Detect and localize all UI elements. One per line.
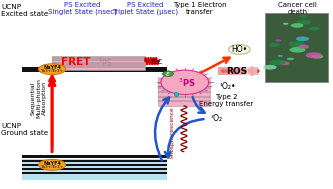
Ellipse shape [161, 70, 208, 94]
Text: NaYF4: NaYF4 [43, 65, 61, 70]
Ellipse shape [270, 60, 285, 65]
FancyBboxPatch shape [229, 67, 234, 75]
FancyBboxPatch shape [22, 67, 166, 72]
Text: ISC: ISC [152, 59, 163, 65]
Ellipse shape [306, 52, 322, 58]
Text: UCNP
Ground state: UCNP Ground state [1, 123, 49, 136]
FancyBboxPatch shape [238, 67, 243, 75]
FancyBboxPatch shape [252, 67, 257, 75]
FancyBboxPatch shape [233, 67, 238, 75]
Text: Yb3+/Er3+: Yb3+/Er3+ [41, 165, 64, 169]
Text: Type 1 Electron
transfer: Type 1 Electron transfer [173, 2, 226, 15]
Text: Phosphorescence: Phosphorescence [169, 106, 174, 158]
FancyBboxPatch shape [243, 67, 248, 75]
Ellipse shape [275, 39, 281, 41]
Text: FRET: FRET [61, 57, 90, 67]
Ellipse shape [163, 71, 173, 76]
Text: UCNP
Excited state: UCNP Excited state [1, 5, 49, 17]
FancyBboxPatch shape [22, 168, 166, 170]
Text: NaYF4: NaYF4 [43, 161, 61, 166]
Ellipse shape [278, 55, 283, 57]
Text: Yb3+/Er3+: Yb3+/Er3+ [41, 69, 64, 73]
Text: PS Excited
Triplet State (μsec): PS Excited Triplet State (μsec) [112, 2, 178, 15]
Text: $^3$PS: $^3$PS [177, 76, 195, 88]
Ellipse shape [289, 47, 305, 53]
Ellipse shape [298, 45, 309, 49]
Ellipse shape [269, 43, 280, 47]
Ellipse shape [229, 45, 250, 54]
FancyBboxPatch shape [22, 172, 166, 174]
Ellipse shape [311, 54, 323, 59]
FancyBboxPatch shape [52, 56, 145, 70]
Text: ³O₂: ³O₂ [210, 114, 222, 123]
Text: ROS: ROS [226, 67, 247, 76]
Text: ¹O₂•: ¹O₂• [219, 82, 236, 91]
Ellipse shape [296, 20, 311, 25]
Text: Type 2
Energy transfer: Type 2 Energy transfer [199, 94, 253, 107]
FancyBboxPatch shape [265, 13, 328, 82]
FancyBboxPatch shape [22, 164, 166, 166]
FancyBboxPatch shape [247, 67, 252, 75]
Ellipse shape [288, 41, 305, 47]
FancyBboxPatch shape [22, 159, 166, 180]
Ellipse shape [296, 36, 309, 41]
Text: $^1$PS: $^1$PS [98, 56, 113, 69]
FancyBboxPatch shape [224, 67, 229, 75]
Text: Cancer cell
death: Cancer cell death [278, 2, 317, 15]
Ellipse shape [291, 23, 304, 28]
Ellipse shape [279, 61, 290, 65]
Text: $\epsilon$: $\epsilon$ [165, 70, 171, 78]
FancyBboxPatch shape [158, 79, 209, 106]
Text: HO•: HO• [231, 45, 247, 54]
Ellipse shape [39, 159, 66, 170]
Text: PS Excited
Singlet State (nsec): PS Excited Singlet State (nsec) [48, 2, 116, 15]
Ellipse shape [309, 27, 320, 31]
Text: Sequential
Multi-photon
Absorption: Sequential Multi-photon Absorption [31, 78, 47, 118]
FancyBboxPatch shape [22, 160, 166, 162]
FancyBboxPatch shape [22, 156, 166, 158]
FancyBboxPatch shape [218, 67, 258, 75]
Ellipse shape [263, 65, 277, 70]
Ellipse shape [39, 64, 66, 75]
Ellipse shape [287, 58, 294, 60]
Ellipse shape [299, 15, 307, 18]
Ellipse shape [283, 23, 288, 25]
